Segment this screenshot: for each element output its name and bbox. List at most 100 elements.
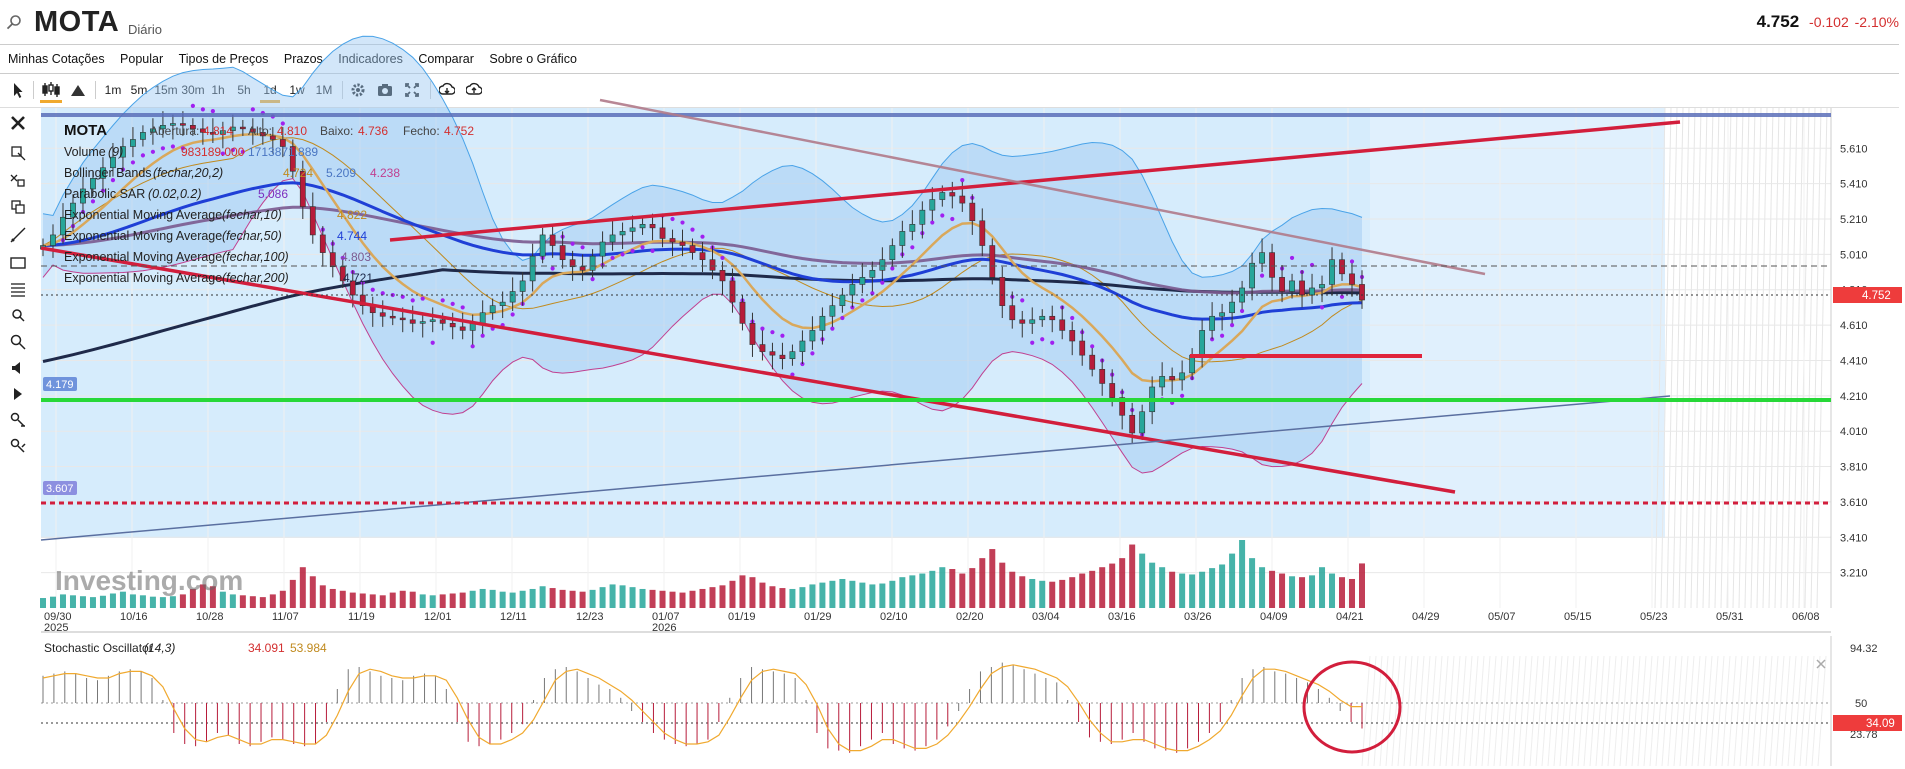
sar-dot	[210, 109, 215, 114]
hatch-line	[1697, 655, 1707, 767]
interval-5h[interactable]: 5h	[237, 83, 251, 97]
interval-1h[interactable]: 1h	[211, 83, 225, 97]
candle-body	[90, 178, 96, 190]
volume-bar	[709, 587, 716, 608]
menu-prazos[interactable]: Prazos	[283, 52, 323, 66]
sar-dot	[1050, 340, 1055, 345]
sar-dot	[130, 160, 136, 165]
menu-comparar[interactable]: Comparar	[418, 52, 474, 66]
hatch-line	[1739, 655, 1749, 767]
menu-sobre-o-grafico[interactable]: Sobre o Gráfico	[489, 52, 577, 66]
candle-body	[319, 234, 326, 253]
volume-bar	[969, 568, 976, 608]
menu-minhas-cotacoes[interactable]: Minhas Cotações	[8, 52, 105, 66]
legend-ema50-value: 4.744	[337, 229, 367, 243]
copy-icon[interactable]	[9, 198, 27, 216]
crosshair-icon[interactable]	[9, 144, 27, 162]
fullscreen-icon[interactable]	[404, 80, 420, 100]
hatch-line	[1793, 655, 1803, 767]
sar-dot	[220, 151, 225, 156]
hatch-line	[1685, 655, 1695, 767]
close-icon[interactable]	[9, 114, 27, 132]
volume-bar	[269, 594, 276, 608]
volume-bar	[1169, 571, 1176, 608]
hatch-line	[1781, 655, 1791, 767]
search-icon[interactable]	[6, 14, 22, 30]
highlight-circle[interactable]	[1302, 660, 1402, 754]
hatch-line	[1733, 655, 1743, 767]
magnet-icon[interactable]	[9, 307, 27, 325]
cursor-icon[interactable]	[10, 80, 26, 100]
hatch-line	[1810, 107, 1822, 609]
hatch-line	[1762, 107, 1774, 609]
hatch-line	[1805, 655, 1815, 767]
bollinger-lower	[42, 178, 1363, 474]
camera-icon[interactable]	[377, 80, 393, 100]
stoch-tick-top: 94.32	[1850, 643, 1878, 655]
hatch-line	[1721, 655, 1731, 767]
cross-tools-icon[interactable]	[9, 171, 27, 189]
hatch-line	[1499, 655, 1509, 767]
x-tick-label: 09/30	[44, 611, 72, 623]
interval-30m[interactable]: 30m	[181, 83, 205, 97]
candle-body	[209, 132, 216, 135]
candles-icon[interactable]	[40, 80, 62, 103]
gear-icon[interactable]	[350, 80, 366, 100]
candle-body	[909, 224, 916, 232]
menu-popular[interactable]: Popular	[120, 52, 164, 66]
rising-support-line[interactable]	[40, 395, 1671, 541]
candle-body	[849, 284, 856, 296]
menu-tipos-de-precos[interactable]: Tipos de Preços	[178, 52, 269, 66]
sar-dot	[1319, 305, 1325, 310]
area-chart-icon[interactable]	[70, 80, 86, 100]
candle-body	[60, 216, 66, 236]
trendline-icon[interactable]	[9, 226, 27, 244]
interval-1m[interactable]: 1m	[104, 83, 122, 97]
hatch-line	[1667, 655, 1677, 767]
upload-icon[interactable]	[466, 80, 482, 100]
upper-red-trendline[interactable]	[389, 120, 1681, 242]
descending-line[interactable]	[599, 98, 1486, 276]
hatch-line	[1744, 107, 1756, 609]
volume-bar	[309, 576, 316, 608]
hatch-line	[1679, 655, 1689, 767]
arrow-right-icon[interactable]	[9, 385, 27, 403]
candle-body	[769, 351, 776, 356]
candle-body	[289, 146, 296, 172]
candle-body	[729, 280, 736, 303]
download-icon[interactable]	[439, 80, 455, 100]
hatch-line	[1751, 655, 1761, 767]
hatch-line	[1583, 655, 1593, 767]
candle-body	[1209, 315, 1216, 331]
pen-icon[interactable]	[9, 411, 27, 429]
hatch-line	[1655, 655, 1665, 767]
sound-icon[interactable]	[9, 359, 27, 377]
legend-high: 4.810	[277, 124, 307, 138]
volume-bar	[669, 591, 676, 608]
hatch-line	[1643, 655, 1653, 767]
candle-body	[549, 234, 556, 246]
fibonacci-icon[interactable]	[9, 280, 27, 298]
hatch-line	[1769, 655, 1779, 767]
legend-ema200-params: (fechar,200)	[222, 271, 289, 285]
stoch-close-icon[interactable]	[1816, 659, 1826, 669]
interval-1w[interactable]: 1w	[289, 83, 305, 97]
hatch-line	[1715, 655, 1725, 767]
measure-icon[interactable]	[9, 437, 27, 455]
rectangle-icon[interactable]	[9, 254, 27, 272]
lower-red-trendline[interactable]	[40, 246, 1456, 494]
candle-body	[399, 317, 406, 321]
legend-ema100-name: Exponential Moving Average	[64, 250, 222, 264]
interval-15m[interactable]: 15m	[154, 83, 178, 97]
menu-indicadores[interactable]: Indicadores	[338, 52, 403, 66]
volume-bar	[869, 584, 876, 608]
stochastic-panel[interactable]	[41, 636, 1831, 766]
interval-1M[interactable]: 1M	[315, 83, 333, 97]
sar-dot	[180, 146, 185, 151]
volume-bar	[49, 596, 56, 608]
ema200-line	[42, 268, 1363, 363]
x-tick-label: 12/01	[424, 611, 452, 623]
interval-5m[interactable]: 5m	[130, 83, 148, 97]
zoom-icon[interactable]	[9, 333, 27, 351]
